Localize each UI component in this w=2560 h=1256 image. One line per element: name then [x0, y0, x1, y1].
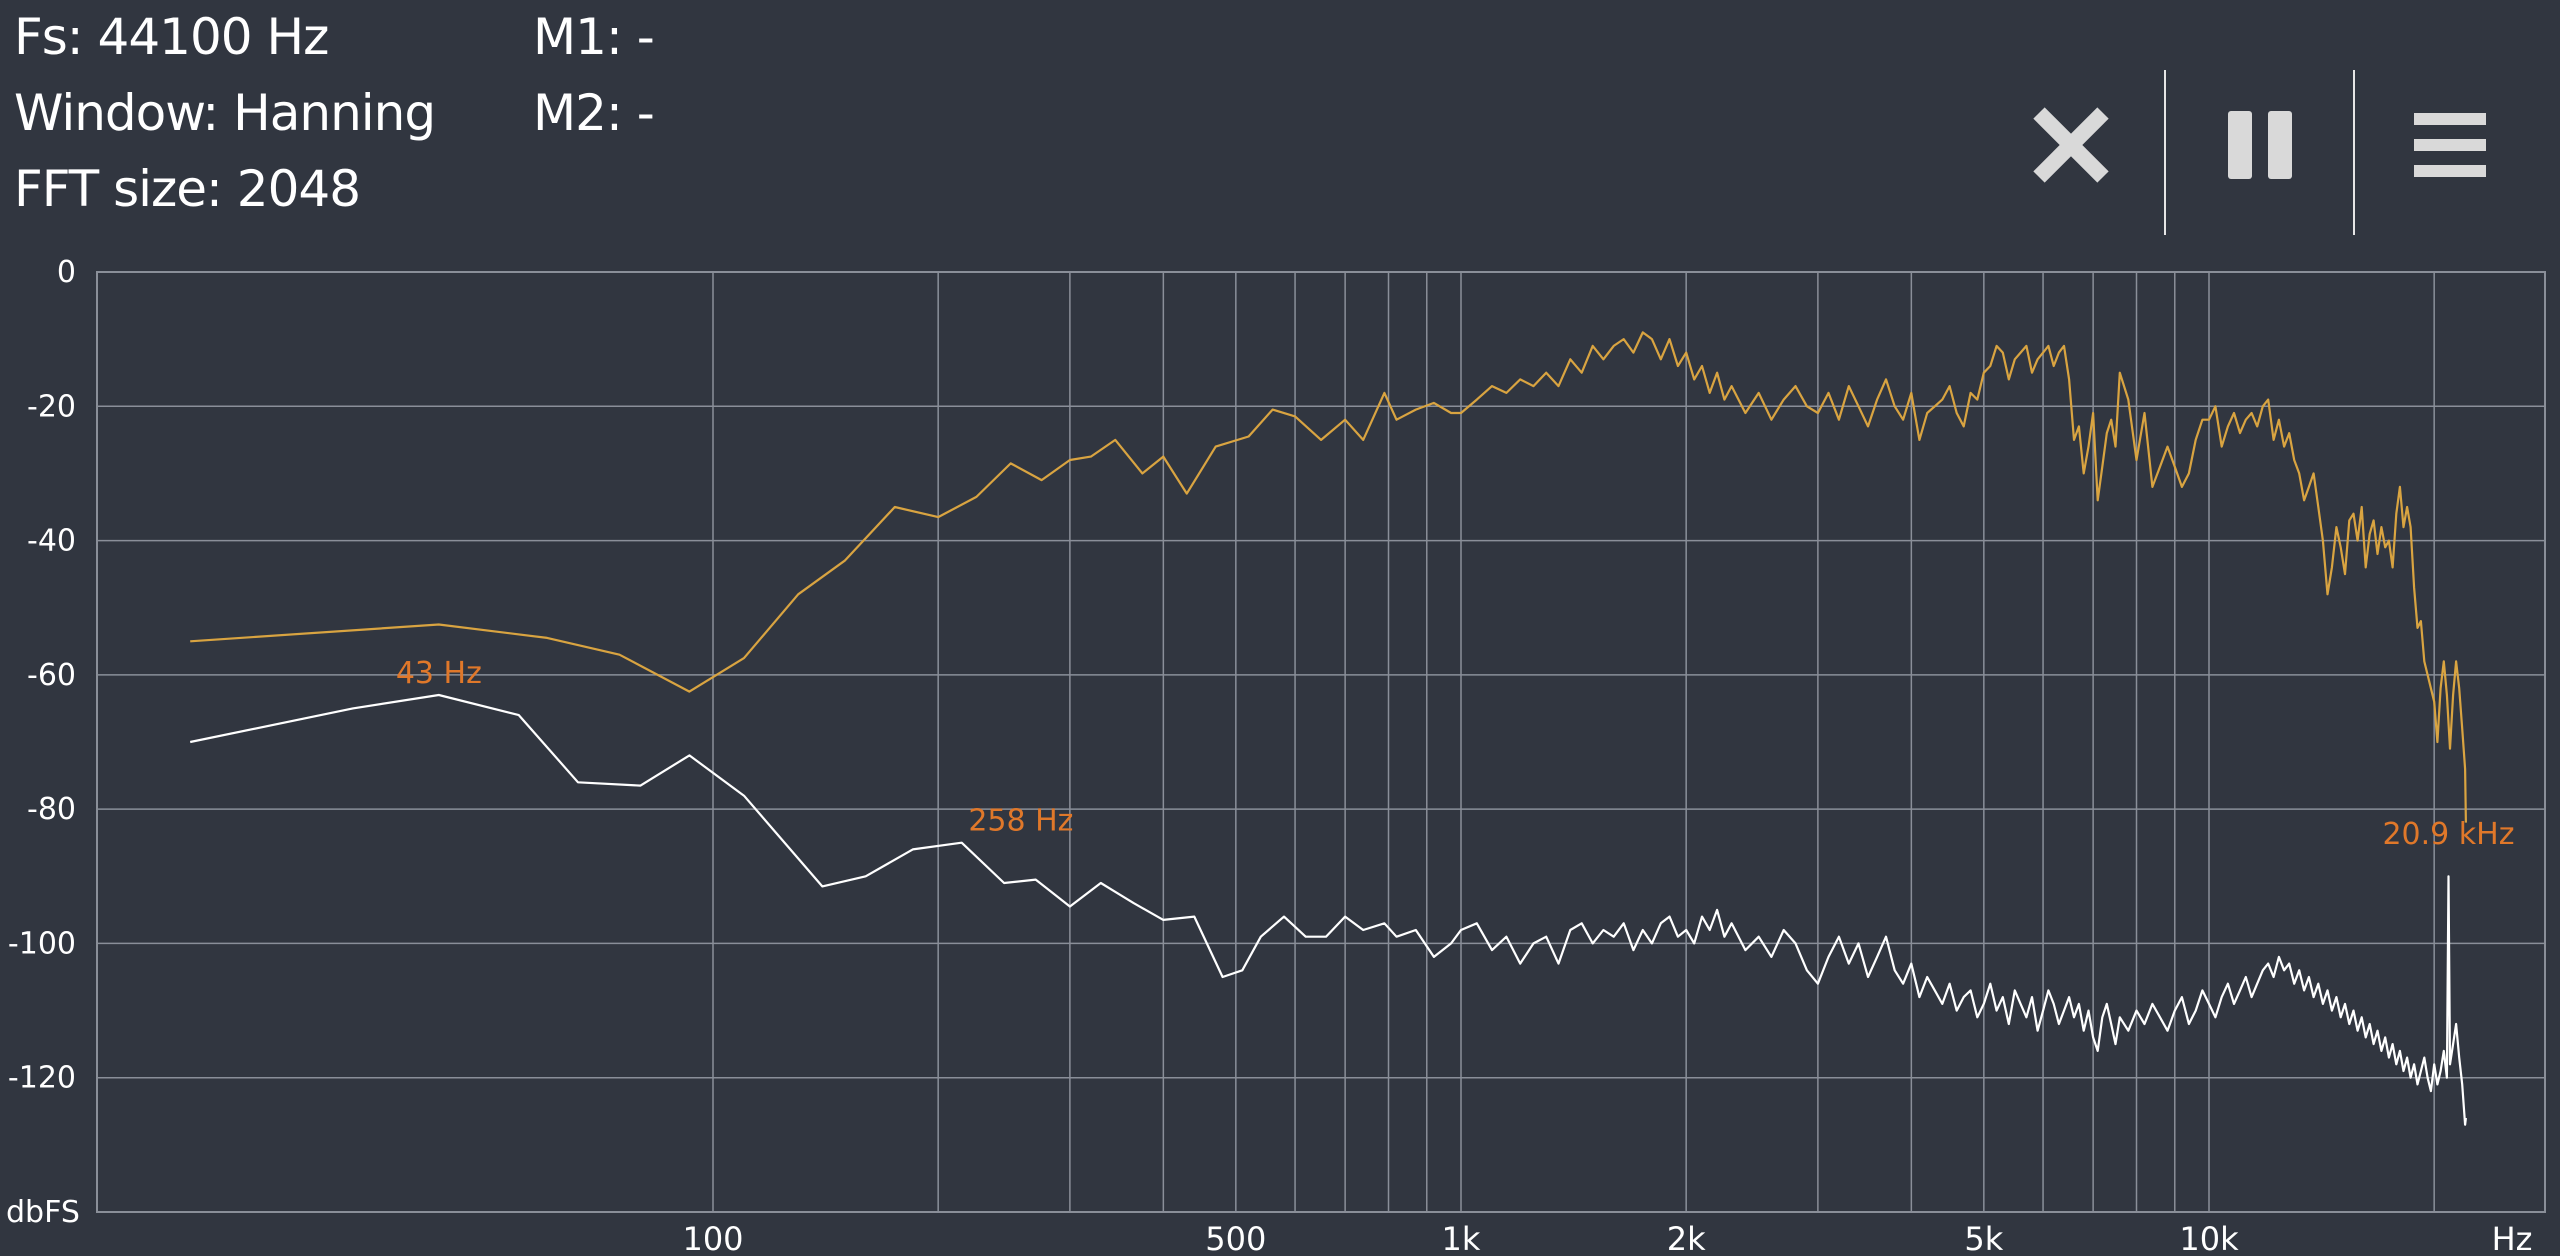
y-tick-label: -120 — [8, 1061, 76, 1096]
x-axis-unit-label: Hz — [2492, 1220, 2533, 1256]
y-tick-label: -20 — [27, 389, 76, 424]
x-tick-label: 5k — [1964, 1220, 2003, 1256]
toolbar-separator — [2353, 70, 2355, 235]
fft-size-label: FFT size: 2048 — [14, 160, 361, 218]
peak-annotation: 43 Hz — [396, 656, 482, 691]
y-tick-label: -80 — [27, 792, 76, 827]
pause-button[interactable] — [2185, 70, 2335, 220]
x-tick-label: 500 — [1205, 1220, 1266, 1256]
window-label: Window: Hanning — [14, 84, 436, 142]
close-icon — [2033, 107, 2109, 183]
toolbar-separator — [2164, 70, 2166, 235]
series-line-2 — [189, 693, 2467, 1126]
x-tick-label: 100 — [682, 1220, 743, 1256]
x-tick-label: 1k — [1442, 1220, 1481, 1256]
series-layer — [189, 331, 2467, 1126]
y-tick-label: -100 — [8, 926, 76, 961]
peak-annotation: 20.9 kHz — [2382, 817, 2514, 852]
y-tick-label: -40 — [27, 524, 76, 559]
x-tick-label: 2k — [1667, 1220, 1706, 1256]
x-tick-label: 10k — [2179, 1220, 2239, 1256]
y-axis-label: dbFS — [6, 1195, 80, 1230]
marker-1-label: M1: - — [533, 8, 655, 66]
fs-label: Fs: 44100 Hz — [14, 8, 329, 66]
menu-icon — [2414, 113, 2486, 177]
close-button[interactable] — [1996, 70, 2146, 220]
x-axis-ticks: 100 500 1k 2k 5k 10k Hz — [682, 1220, 2532, 1256]
annotations: 43 Hz 258 Hz 20.9 kHz — [396, 656, 2515, 852]
menu-button[interactable] — [2375, 70, 2525, 220]
series-line-1 — [190, 331, 2467, 823]
plot-frame — [96, 271, 2546, 1213]
pause-icon — [2228, 111, 2292, 179]
marker-2-label: M2: - — [533, 84, 655, 142]
grid — [96, 271, 2546, 1213]
peak-annotation: 258 Hz — [968, 804, 1073, 839]
y-tick-label: -60 — [27, 658, 76, 693]
y-tick-label: 0 — [57, 255, 76, 290]
y-axis-ticks: 0 -20 -40 -60 -80 -100 -120 dbFS — [6, 255, 80, 1230]
